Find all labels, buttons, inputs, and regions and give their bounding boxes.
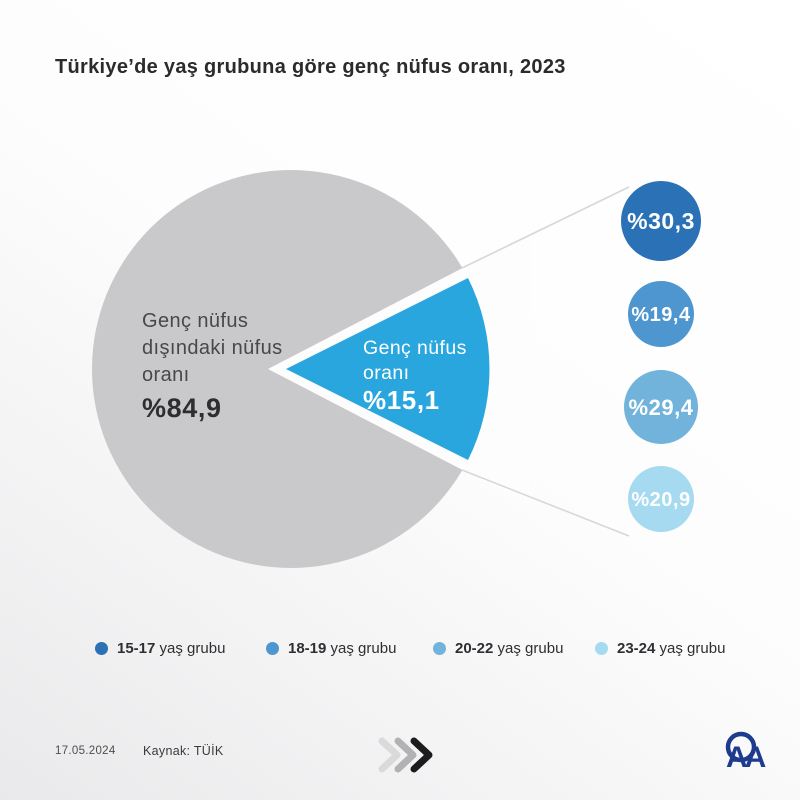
legend-item-15-17: 15-17 yaş grubu <box>95 640 225 657</box>
triple-chevron-icon <box>378 737 433 773</box>
publish-date: 17.05.2024 <box>55 745 116 757</box>
pie-slice-youth <box>286 278 490 460</box>
inner-label-line1: Genç nüfus <box>363 337 467 359</box>
breakout-value-20-22: %29,4 <box>629 395 694 420</box>
legend-range: 23-24 <box>617 640 656 657</box>
legend-range: 20-22 <box>455 640 494 657</box>
connector-line-top <box>461 186 630 269</box>
inner-value: %15,1 <box>363 385 440 415</box>
outer-value: %84,9 <box>142 393 222 423</box>
breakout-value-23-24: %20,9 <box>631 489 690 511</box>
outer-label-line2: dışındaki nüfus <box>142 337 283 359</box>
legend-label: yaş grubu <box>159 640 226 657</box>
legend-range: 18-19 <box>288 640 327 657</box>
breakout-circle-15-17 <box>621 181 701 261</box>
legend-label: yaş grubu <box>659 640 726 657</box>
legend-dot-15-17 <box>95 642 108 655</box>
inner-label-line2: oranı <box>363 362 409 384</box>
breakout-value-18-19: %19,4 <box>631 304 691 326</box>
legend-label: yaş grubu <box>497 640 564 657</box>
legend-item-18-19: 18-19 yaş grubu <box>266 640 396 657</box>
breakout-circle-23-24 <box>628 466 694 532</box>
legend-item-20-22: 20-22 yaş grubu <box>433 640 563 657</box>
breakout-value-15-17: %30,3 <box>627 208 695 234</box>
legend-range: 15-17 <box>117 640 156 657</box>
logo-text: AA <box>726 741 766 774</box>
legend-dot-23-24 <box>595 642 608 655</box>
legend-dot-18-19 <box>266 642 279 655</box>
legend-dot-20-22 <box>433 642 446 655</box>
legend-label: yaş grubu <box>330 640 397 657</box>
connector-line-bottom <box>461 469 630 537</box>
breakout-circle-18-19 <box>628 281 694 347</box>
page-title: Türkiye’de yaş grubuna göre genç nüfus o… <box>55 56 566 78</box>
outer-label-line3: oranı <box>142 364 190 386</box>
anadolu-agency-logo-icon: AA <box>725 731 769 774</box>
legend-item-23-24: 23-24 yaş grubu <box>595 640 725 657</box>
source-label: Kaynak: TÜİK <box>143 744 224 758</box>
breakout-circle-20-22 <box>624 370 698 444</box>
outer-label-line1: Genç nüfus <box>142 310 248 332</box>
